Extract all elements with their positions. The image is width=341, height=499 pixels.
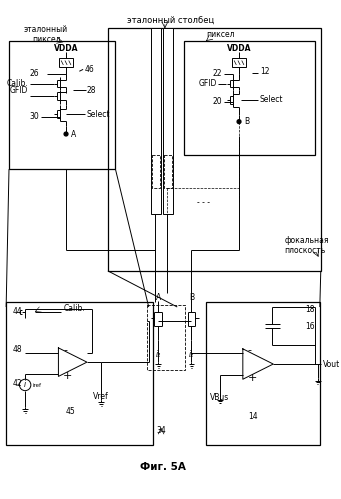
Text: 42: 42 — [13, 379, 23, 388]
Text: эталонный столбец: эталонный столбец — [127, 15, 214, 24]
Text: GFID: GFID — [199, 79, 217, 88]
Text: Select: Select — [260, 95, 283, 104]
Bar — [184, 41, 315, 155]
Text: +: + — [63, 371, 73, 381]
Text: VDDA: VDDA — [227, 44, 251, 53]
Text: Vref: Vref — [93, 392, 109, 401]
Text: i₂: i₂ — [189, 350, 194, 359]
Circle shape — [237, 120, 241, 124]
Text: Calib.: Calib. — [63, 304, 85, 313]
Text: - - -: - - - — [197, 198, 210, 207]
Text: эталонный
пиксел: эталонный пиксел — [24, 24, 68, 44]
Bar — [6, 302, 153, 445]
Circle shape — [64, 132, 68, 136]
Text: -: - — [248, 345, 252, 355]
Bar — [151, 155, 160, 188]
Text: фокальная
плоскость: фокальная плоскость — [285, 236, 329, 255]
Text: -: - — [63, 345, 67, 355]
Text: Select: Select — [87, 110, 110, 119]
Text: A: A — [71, 130, 76, 139]
Bar — [151, 28, 161, 214]
Text: 46: 46 — [85, 65, 95, 74]
Bar — [59, 58, 73, 67]
Bar — [164, 155, 173, 188]
Text: +: + — [248, 373, 257, 383]
Text: 16: 16 — [306, 321, 315, 330]
Bar — [163, 28, 174, 214]
Text: 48: 48 — [13, 345, 23, 354]
Text: Vout: Vout — [323, 360, 340, 369]
Text: 18: 18 — [306, 305, 315, 314]
Text: 30: 30 — [30, 112, 40, 121]
Text: A: A — [155, 293, 161, 302]
Text: 22: 22 — [212, 69, 222, 78]
Text: пиксел: пиксел — [206, 30, 234, 39]
Bar — [9, 41, 116, 169]
Bar — [206, 302, 320, 445]
Text: iref: iref — [33, 383, 42, 388]
Text: VDDA: VDDA — [54, 44, 78, 53]
Text: VBus: VBus — [210, 393, 229, 402]
Text: 20: 20 — [212, 97, 222, 106]
Text: 34: 34 — [156, 426, 166, 435]
Bar — [147, 305, 185, 370]
Text: B: B — [189, 293, 194, 302]
Text: 26: 26 — [30, 69, 40, 78]
Text: 44: 44 — [13, 307, 23, 316]
Text: 14: 14 — [249, 412, 258, 421]
Text: 28: 28 — [87, 86, 97, 95]
Text: Calib.: Calib. — [6, 79, 28, 88]
Text: 12: 12 — [260, 67, 269, 76]
Text: 45: 45 — [66, 407, 76, 416]
Text: Фиг. 5А: Фиг. 5А — [140, 462, 186, 472]
Text: i₂: i₂ — [155, 350, 161, 359]
Bar — [232, 58, 246, 67]
Text: GFID: GFID — [10, 86, 28, 95]
Bar — [108, 28, 321, 271]
Text: i: i — [24, 380, 26, 389]
Text: B: B — [244, 117, 249, 126]
